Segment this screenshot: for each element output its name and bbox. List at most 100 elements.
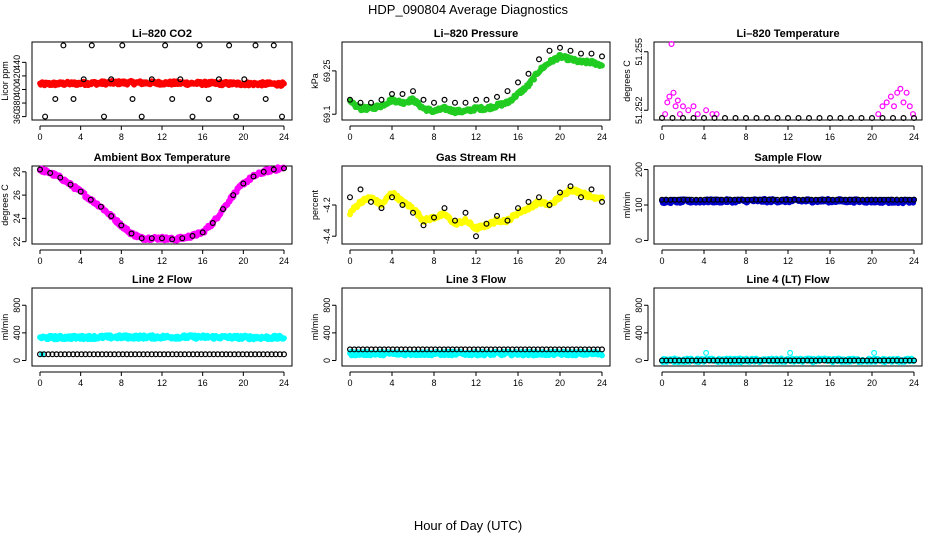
data-point <box>676 111 683 118</box>
data-point <box>189 232 196 239</box>
data-point <box>399 202 406 209</box>
data-point <box>420 222 427 229</box>
x-tick-label: 24 <box>597 256 607 266</box>
x-tick-label: 20 <box>555 132 565 142</box>
data-point <box>148 76 155 83</box>
x-tick-label: 20 <box>238 132 248 142</box>
data-point <box>36 166 43 173</box>
y-tick-label: 800 <box>634 298 644 313</box>
data-point <box>268 351 275 358</box>
data-point <box>108 76 115 83</box>
data-point <box>206 351 213 358</box>
panel-title: Line 3 Flow <box>446 274 506 286</box>
data-point <box>281 165 288 172</box>
data-point <box>514 79 521 86</box>
data-point <box>165 351 172 358</box>
data-point <box>148 351 155 358</box>
data-point <box>94 351 101 358</box>
data-point <box>577 194 584 201</box>
data-point <box>662 111 669 118</box>
data-point <box>906 103 913 110</box>
data-point <box>82 351 89 358</box>
x-tick-label: 4 <box>389 132 394 142</box>
data-point <box>279 113 286 120</box>
series-3 <box>658 357 917 364</box>
data-point <box>70 95 77 102</box>
data-point <box>270 166 277 173</box>
data-point <box>252 42 259 49</box>
data-point <box>368 99 375 106</box>
data-point <box>169 351 176 358</box>
data-point <box>428 346 435 353</box>
x-tick-label: 8 <box>431 132 436 142</box>
data-point <box>816 114 823 121</box>
plot-frame <box>653 287 923 367</box>
data-point <box>774 114 781 121</box>
data-point <box>732 114 739 121</box>
data-point <box>782 357 789 364</box>
y-axis-label: ml/min <box>0 314 10 341</box>
data-point <box>782 196 789 203</box>
data-point <box>573 346 580 353</box>
data-point <box>763 114 770 121</box>
data-point <box>894 89 901 96</box>
y-tick-label: 51.255 <box>634 38 644 66</box>
x-tick-label: 8 <box>431 256 436 266</box>
data-point <box>858 114 865 121</box>
data-point <box>753 114 760 121</box>
data-point <box>900 114 907 121</box>
data-point <box>890 103 897 110</box>
data-point <box>599 62 605 69</box>
data-point <box>680 196 687 203</box>
y-tick-label: 440 <box>12 55 22 70</box>
data-point <box>868 114 875 121</box>
x-tick-label: 8 <box>119 378 124 388</box>
data-point <box>250 173 257 180</box>
panel-title: Line 4 (LT) Flow <box>747 274 830 286</box>
y-tick-label: 0 <box>634 238 644 243</box>
data-point <box>347 96 354 103</box>
data-point <box>214 351 221 358</box>
data-point <box>65 351 72 358</box>
x-tick-label: 12 <box>471 132 481 142</box>
data-point <box>181 351 188 358</box>
data-point <box>483 346 490 353</box>
data-point <box>179 235 186 242</box>
data-point <box>97 203 104 210</box>
data-point <box>100 113 107 120</box>
x-tick-label: 12 <box>783 132 793 142</box>
data-point <box>129 95 136 102</box>
y-axis-label: kPa <box>310 73 320 89</box>
data-point <box>169 95 176 102</box>
x-tick-label: 20 <box>867 132 877 142</box>
data-point <box>711 114 718 121</box>
x-tick-label: 8 <box>119 256 124 266</box>
data-point <box>239 351 246 358</box>
data-point <box>235 351 242 358</box>
y-axis-label: ml/min <box>622 314 632 341</box>
data-point <box>897 85 904 92</box>
data-point <box>281 351 288 358</box>
data-point <box>910 114 917 121</box>
y-axis-label: ml/min <box>310 314 320 341</box>
y-tick-label: 0 <box>12 358 22 363</box>
data-point <box>264 351 271 358</box>
y-tick-label: 380 <box>12 96 22 111</box>
y-tick-label: 360 <box>12 109 22 124</box>
data-point <box>679 103 686 110</box>
data-point <box>219 351 226 358</box>
y-tick-label: 800 <box>322 298 332 313</box>
x-tick-label: 0 <box>659 378 664 388</box>
data-point <box>260 168 267 175</box>
data-point <box>847 114 854 121</box>
data-point <box>240 180 247 187</box>
data-point <box>378 96 385 103</box>
data-point <box>441 96 448 103</box>
data-point <box>666 93 673 100</box>
data-point <box>483 96 490 103</box>
data-point <box>525 198 532 205</box>
data-point <box>357 186 364 193</box>
y-tick-label: 400 <box>12 325 22 340</box>
